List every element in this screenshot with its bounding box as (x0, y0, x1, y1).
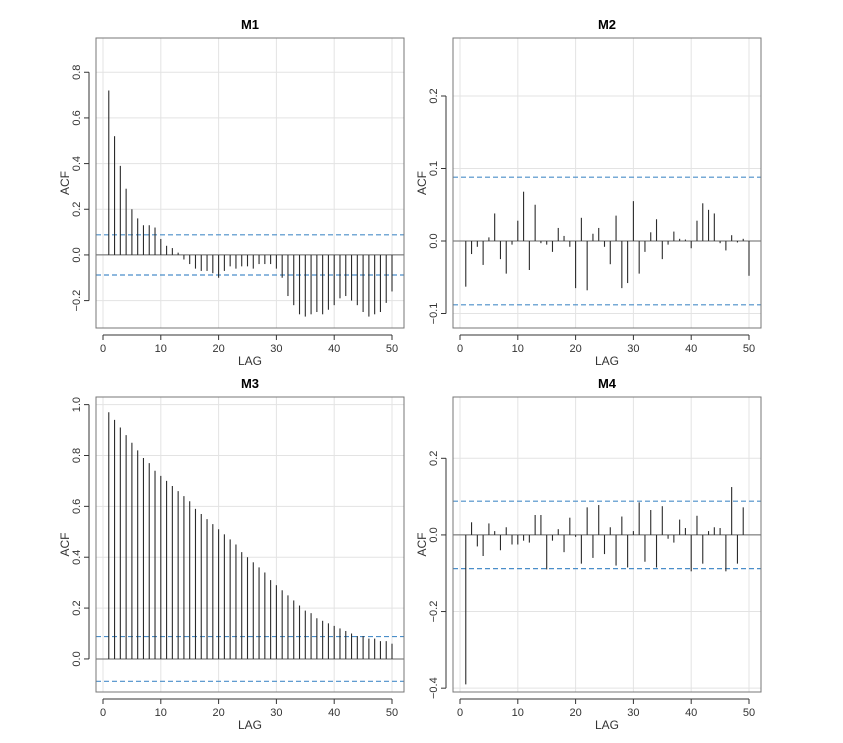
x-axis-label: LAG (595, 354, 619, 368)
y-tick-label: 0.4 (71, 550, 83, 565)
panel-title: M4 (598, 376, 617, 391)
x-tick-label: 40 (328, 707, 340, 719)
x-tick-label: 30 (270, 343, 282, 355)
acf-panel-m3: 0 10 20 30 40 50 LAG 0.0 0.2 0.4 0.6 0.8 1.0 ACF M3 (58, 376, 405, 732)
y-axis-label: ACF (415, 171, 429, 195)
panel-title: M3 (241, 376, 259, 391)
y-tick-label: 0.2 (71, 600, 83, 615)
y-tick-label: 0.2 (428, 451, 440, 466)
y-tick-label: 0.6 (71, 499, 83, 514)
x-tick-label: 30 (270, 707, 282, 719)
x-axis-label: LAG (238, 354, 262, 368)
acf-panel-m2: 0 10 20 30 40 50 LAG −0.1 0.0 0.1 0.2 ACF M2 (415, 17, 762, 368)
acf-panel-m4: 0 10 20 30 40 50 LAG −0.4 −0.2 0.0 0.2 ACF M4 (415, 376, 762, 732)
y-tick-label: 0.4 (71, 156, 83, 171)
x-tick-label: 10 (155, 343, 167, 355)
x-tick-label: 0 (100, 343, 106, 355)
x-tick-label: 50 (386, 707, 398, 719)
plot-frame (95, 396, 405, 693)
x-tick-label: 0 (457, 707, 463, 719)
y-tick-label: 0.8 (71, 65, 83, 80)
acf-panel-m1: 0 10 20 30 40 50 LAG −0.2 0.0 0.2 0.4 0.6 0.8 ACF M1 (58, 17, 405, 368)
y-tick-label: 0.0 (428, 233, 440, 248)
x-tick-label: 50 (743, 707, 755, 719)
y-tick-label: 0.0 (428, 527, 440, 542)
x-tick-label: 20 (212, 707, 224, 719)
x-tick-label: 40 (685, 343, 697, 355)
plot-frame (95, 37, 405, 329)
plot-area (453, 397, 761, 692)
plot-frame (452, 37, 762, 329)
panel-title: M2 (598, 17, 616, 32)
panel-title: M1 (241, 17, 259, 32)
x-tick-label: 10 (155, 707, 167, 719)
x-tick-label: 10 (512, 343, 524, 355)
y-tick-label: 0.6 (71, 110, 83, 125)
y-tick-label: 0.2 (428, 88, 440, 103)
y-tick-label: 0.2 (71, 202, 83, 217)
x-axis-label: LAG (595, 718, 619, 732)
x-tick-label: 0 (457, 343, 463, 355)
y-tick-label: 0.8 (71, 448, 83, 463)
x-tick-label: 20 (569, 707, 581, 719)
y-tick-label: 0.1 (428, 161, 440, 176)
y-tick-label: 1.0 (71, 397, 83, 412)
x-tick-label: 10 (512, 707, 524, 719)
y-axis-label: ACF (415, 533, 429, 557)
x-tick-label: 30 (627, 707, 639, 719)
plot-area (96, 38, 404, 328)
y-tick-label: −0.2 (428, 601, 440, 623)
y-tick-label: 0.0 (71, 247, 83, 262)
x-axis-label: LAG (238, 718, 262, 732)
y-tick-label: −0.2 (71, 290, 83, 312)
x-tick-label: 30 (627, 343, 639, 355)
x-tick-label: 20 (212, 343, 224, 355)
x-tick-label: 40 (685, 707, 697, 719)
y-tick-label: −0.1 (428, 303, 440, 325)
x-tick-label: 0 (100, 707, 106, 719)
x-tick-label: 50 (743, 343, 755, 355)
plot-frame (452, 396, 762, 693)
x-tick-label: 50 (386, 343, 398, 355)
x-tick-label: 40 (328, 343, 340, 355)
y-tick-label: 0.0 (71, 651, 83, 666)
y-axis-label: ACF (58, 533, 72, 557)
plot-area (453, 38, 761, 328)
plot-area (96, 397, 404, 692)
y-tick-label: −0.4 (428, 677, 440, 699)
y-axis-label: ACF (58, 171, 72, 195)
x-tick-label: 20 (569, 343, 581, 355)
